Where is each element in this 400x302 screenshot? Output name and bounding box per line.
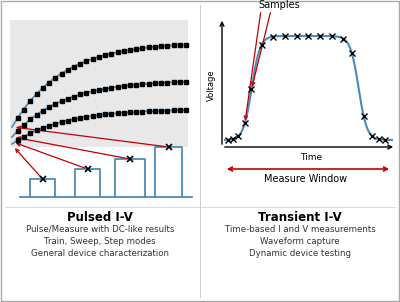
Text: General device characterization: General device characterization (31, 249, 169, 258)
Text: Voltage: Voltage (206, 70, 216, 101)
Text: Measure Window: Measure Window (264, 174, 348, 184)
Text: Dynamic device testing: Dynamic device testing (249, 249, 351, 258)
Text: Time: Time (300, 153, 322, 162)
Text: Samples: Samples (258, 0, 300, 10)
Text: Train, Sweep, Step modes: Train, Sweep, Step modes (44, 237, 156, 246)
Text: Pulse/Measure with DC-like results: Pulse/Measure with DC-like results (26, 225, 174, 234)
Text: Waveform capture: Waveform capture (260, 237, 340, 246)
Bar (10, 20, 188, 147)
Text: Time-based I and V measurements: Time-based I and V measurements (225, 225, 375, 234)
Text: Transient I-V: Transient I-V (258, 211, 342, 224)
Text: Pulsed I-V: Pulsed I-V (67, 211, 133, 224)
